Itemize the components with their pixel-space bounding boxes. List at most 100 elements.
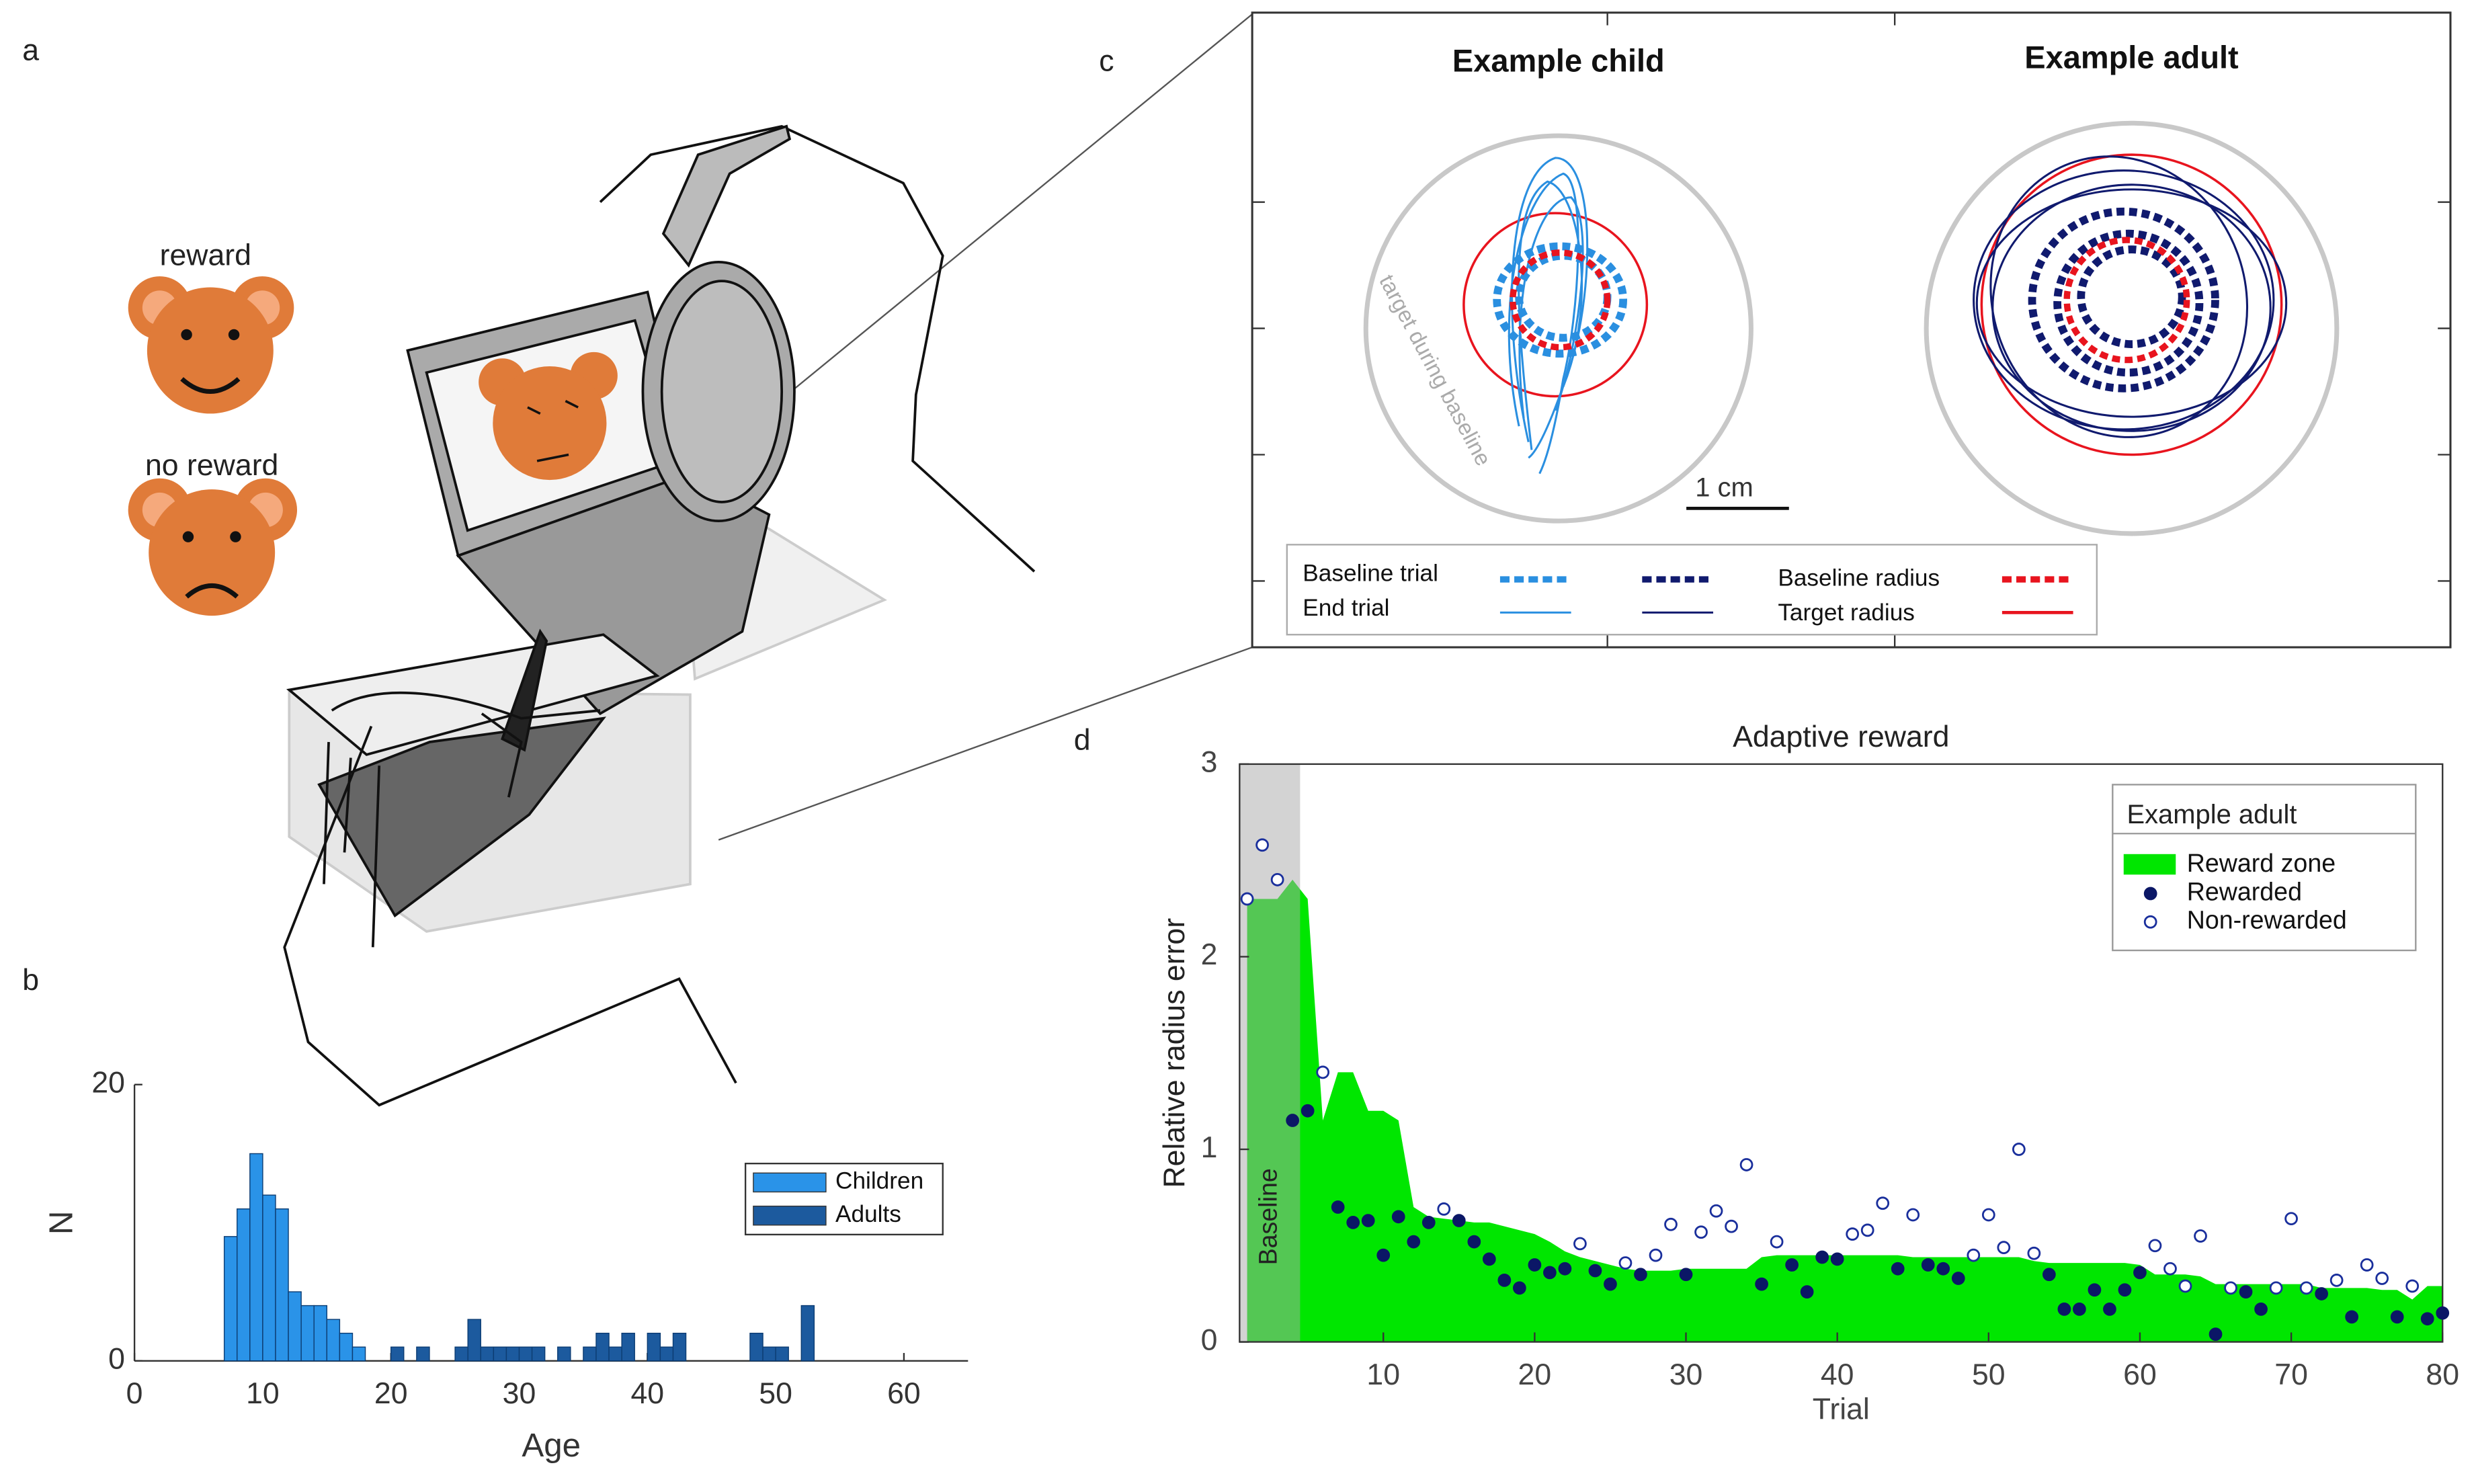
bar <box>595 1332 610 1362</box>
x-axis-label: Age <box>522 1427 581 1464</box>
bar <box>390 1346 405 1362</box>
bear-screen <box>479 352 618 481</box>
point <box>2209 1327 2223 1341</box>
bar <box>583 1346 597 1362</box>
bar <box>557 1346 571 1362</box>
bar <box>313 1305 328 1362</box>
point <box>2224 1281 2237 1295</box>
point <box>2299 1281 2313 1295</box>
point <box>1407 1235 1421 1249</box>
point <box>1346 1216 1360 1229</box>
shape <box>2053 229 2204 377</box>
x-tick-label: 40 <box>1821 1358 1854 1391</box>
point <box>2073 1303 2086 1316</box>
point <box>2254 1303 2268 1316</box>
legend-marker <box>2143 887 2157 901</box>
bar <box>749 1332 764 1362</box>
bar <box>800 1305 815 1362</box>
shape <box>182 531 194 542</box>
point <box>1482 1252 1496 1266</box>
y-tick-label: 2 <box>1201 938 1218 971</box>
shape <box>1980 153 2283 456</box>
bear-label: reward <box>160 239 251 272</box>
point <box>1512 1281 1526 1295</box>
point <box>2269 1281 2283 1295</box>
shape <box>1462 212 1649 398</box>
shape <box>1973 169 2275 431</box>
point <box>1618 1256 1633 1270</box>
shape <box>1975 188 2288 418</box>
point <box>1830 1252 1844 1266</box>
baseline-band <box>1239 764 1301 1342</box>
shape <box>493 366 607 481</box>
bear-label: no reward <box>145 449 278 482</box>
bar <box>518 1346 533 1362</box>
panel-letter: a <box>22 34 39 67</box>
point <box>1452 1214 1466 1227</box>
shape <box>1251 11 2452 649</box>
point <box>1709 1204 1723 1218</box>
bar <box>467 1319 481 1362</box>
point <box>2178 1279 2192 1293</box>
point <box>1906 1208 1920 1222</box>
point <box>1497 1274 1512 1287</box>
panel-letter: c <box>1099 45 1114 78</box>
bar <box>300 1305 315 1362</box>
point <box>2133 1266 2147 1280</box>
illustration <box>283 13 1253 1107</box>
x-tick-label: 0 <box>126 1377 143 1410</box>
legend-label: Children <box>835 1168 923 1194</box>
legend-marker <box>2143 915 2157 929</box>
point <box>1951 1272 1965 1285</box>
baseline-label: Baseline <box>1253 1168 1282 1265</box>
shape <box>286 633 660 756</box>
bar <box>621 1332 635 1362</box>
point <box>1997 1241 2011 1255</box>
x-tick-label: 20 <box>374 1377 408 1410</box>
legend-box <box>2112 784 2417 952</box>
point <box>2057 1303 2071 1316</box>
shape <box>661 124 792 268</box>
point <box>1936 1262 1950 1276</box>
shape <box>599 124 1036 573</box>
point <box>2329 1274 2344 1287</box>
point <box>1255 838 1269 852</box>
bar <box>775 1346 789 1362</box>
x-tick-label: 30 <box>1669 1358 1703 1391</box>
point <box>1981 1208 1995 1222</box>
point <box>1604 1277 1617 1291</box>
point <box>1739 1158 1753 1171</box>
point <box>2012 1143 2026 1156</box>
bar <box>352 1346 366 1362</box>
shape <box>317 716 607 918</box>
bar <box>275 1208 289 1362</box>
point <box>2042 1268 2056 1282</box>
bar <box>262 1194 276 1362</box>
point <box>1664 1217 1678 1231</box>
x-tick-label: 40 <box>631 1377 665 1410</box>
point <box>2194 1229 2207 1243</box>
shape <box>181 329 192 341</box>
bar <box>762 1346 776 1362</box>
bar <box>288 1291 302 1362</box>
trace-title: Example child <box>1452 42 1665 78</box>
point <box>1679 1268 1693 1282</box>
shape <box>323 741 381 948</box>
point <box>1860 1223 1874 1237</box>
point <box>1316 1065 1330 1079</box>
point <box>1634 1268 1647 1282</box>
point <box>2148 1239 2162 1253</box>
x-tick-label: 20 <box>1518 1358 1552 1391</box>
point <box>2284 1212 2298 1226</box>
x-tick-label: 80 <box>2426 1358 2459 1391</box>
shape <box>230 531 241 542</box>
shape <box>2028 207 2219 393</box>
point <box>2315 1287 2328 1301</box>
y-tick-label: 3 <box>1201 746 1218 779</box>
point <box>1286 1114 1300 1127</box>
point <box>1270 872 1284 887</box>
scale-bar-label: 1 cm <box>1695 473 1753 503</box>
x-tick-label: 50 <box>1972 1358 2006 1391</box>
point <box>2420 1312 2434 1326</box>
